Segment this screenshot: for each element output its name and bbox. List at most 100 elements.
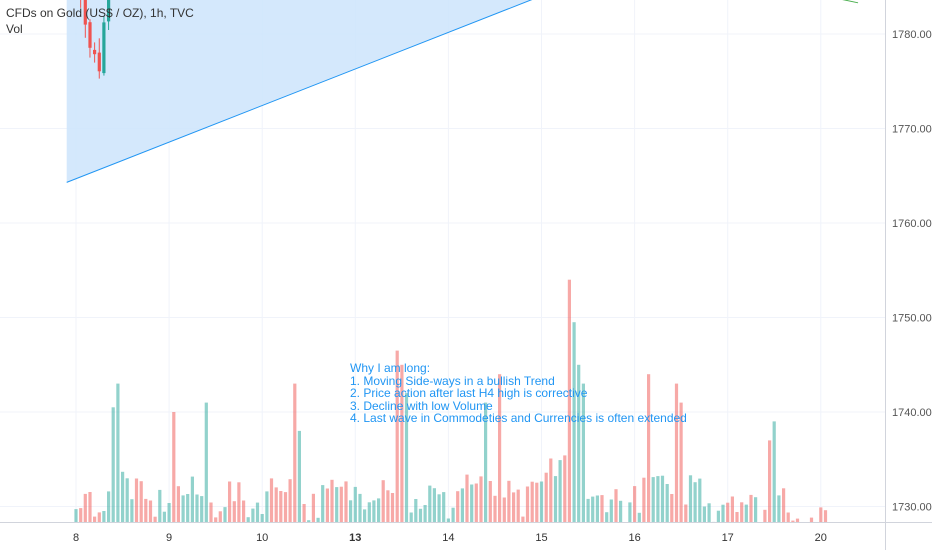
volume-bar [265, 491, 269, 522]
x-tick-label: 10 [256, 532, 268, 544]
candle [93, 49, 97, 55]
volume-bar [325, 488, 329, 522]
candle [102, 22, 106, 74]
volume-bar [428, 485, 432, 522]
volume-bar [130, 499, 134, 522]
volume-bar [479, 476, 483, 522]
volume-bar [358, 493, 362, 522]
volume-bar [93, 516, 97, 522]
volume-bar [293, 383, 297, 522]
symbol-title[interactable]: CFDs on Gold (US$ / OZ), 1h, TVC [6, 6, 194, 20]
volume-bar [721, 504, 725, 522]
volume-bar [97, 512, 101, 522]
volume-bar [381, 480, 385, 522]
x-tick-label: 15 [535, 532, 547, 544]
volume-bar [488, 481, 492, 522]
volume-bar [567, 279, 571, 522]
volume-bar [446, 518, 450, 522]
volume-bar [172, 412, 176, 522]
volume-bar [525, 486, 530, 522]
volume-bar [400, 364, 404, 523]
volume-bar [344, 481, 348, 522]
note-line: 2. Price action after last H4 high is co… [350, 386, 588, 401]
volume-bar [195, 494, 199, 522]
volume-bar [553, 476, 558, 522]
note-line: 1. Moving Side-ways in a bullish Trend [350, 373, 555, 388]
volume-bar [269, 478, 274, 522]
volume-bar [633, 486, 637, 522]
volume-bar [111, 407, 115, 522]
volume-bar [451, 507, 455, 522]
volume-bar [418, 508, 423, 522]
trade-note: Why I am long: 1. Moving Side-ways in a … [350, 362, 687, 425]
volume-bar [544, 472, 548, 522]
volume-legend[interactable]: Vol [6, 22, 23, 36]
volume-bar [255, 502, 260, 522]
volume-bar [456, 491, 460, 522]
volume-bar [707, 503, 711, 522]
volume-bar [260, 514, 264, 522]
volume-bar [516, 489, 520, 522]
volume-bar [791, 520, 795, 522]
volume-bar [507, 480, 511, 522]
volume-bar [153, 516, 157, 522]
volume-bar [647, 374, 651, 522]
y-tick-label: 1740.00 [892, 407, 932, 419]
volume-bar [432, 488, 436, 522]
volume-bar [521, 516, 525, 522]
volume-bar [214, 517, 218, 522]
channel-lower-line [66, 0, 533, 183]
volume-bar [637, 512, 641, 522]
volume-bar [437, 494, 441, 522]
volume-bar [558, 460, 562, 522]
volume-bar [134, 478, 139, 522]
volume-bar [730, 496, 734, 522]
volume-bar [726, 502, 730, 522]
volume-bar [749, 494, 753, 522]
volume-bar [591, 496, 595, 522]
y-tick-label: 1770.00 [892, 124, 932, 136]
volume-bar [693, 482, 697, 522]
volume-bar [595, 495, 599, 522]
volume-bar [502, 497, 506, 522]
candle [97, 52, 101, 72]
volume-bar [656, 476, 660, 522]
volume-bars [74, 279, 828, 540]
volume-bar [186, 494, 190, 522]
volume-bar [577, 364, 581, 523]
volume-bar [572, 322, 576, 522]
volume-bar [242, 500, 246, 522]
volume-bar [279, 491, 283, 522]
volume-bar [823, 510, 828, 522]
volume-bar [423, 505, 427, 522]
volume-bar [665, 484, 669, 522]
volume-bar [386, 490, 390, 522]
volume-bar [809, 517, 814, 522]
y-tick-label: 1760.00 [892, 218, 932, 230]
volume-bar [116, 383, 120, 522]
volume-bar [121, 471, 125, 522]
volume-bar [377, 498, 381, 522]
volume-bar [79, 508, 83, 522]
x-tick-label: 13 [349, 532, 361, 544]
volume-bar [628, 502, 632, 522]
drawings[interactable] [0, 0, 932, 183]
volume-bar [321, 485, 325, 522]
volume-bar [223, 507, 227, 522]
volume-bar [228, 481, 232, 522]
volume-bar [642, 477, 646, 522]
volume-bar [716, 510, 720, 522]
volume-bar [209, 502, 213, 522]
x-tick-label: 20 [815, 532, 827, 544]
x-tick-label: 17 [722, 532, 734, 544]
volume-bar [190, 476, 194, 522]
volume-bar [232, 501, 236, 522]
volume-bar [330, 479, 334, 522]
volume-bar [702, 506, 706, 522]
volume-bar [237, 482, 241, 522]
volume-bar [549, 458, 553, 522]
x-tick-label: 14 [442, 532, 454, 544]
volume-bar [679, 402, 683, 522]
